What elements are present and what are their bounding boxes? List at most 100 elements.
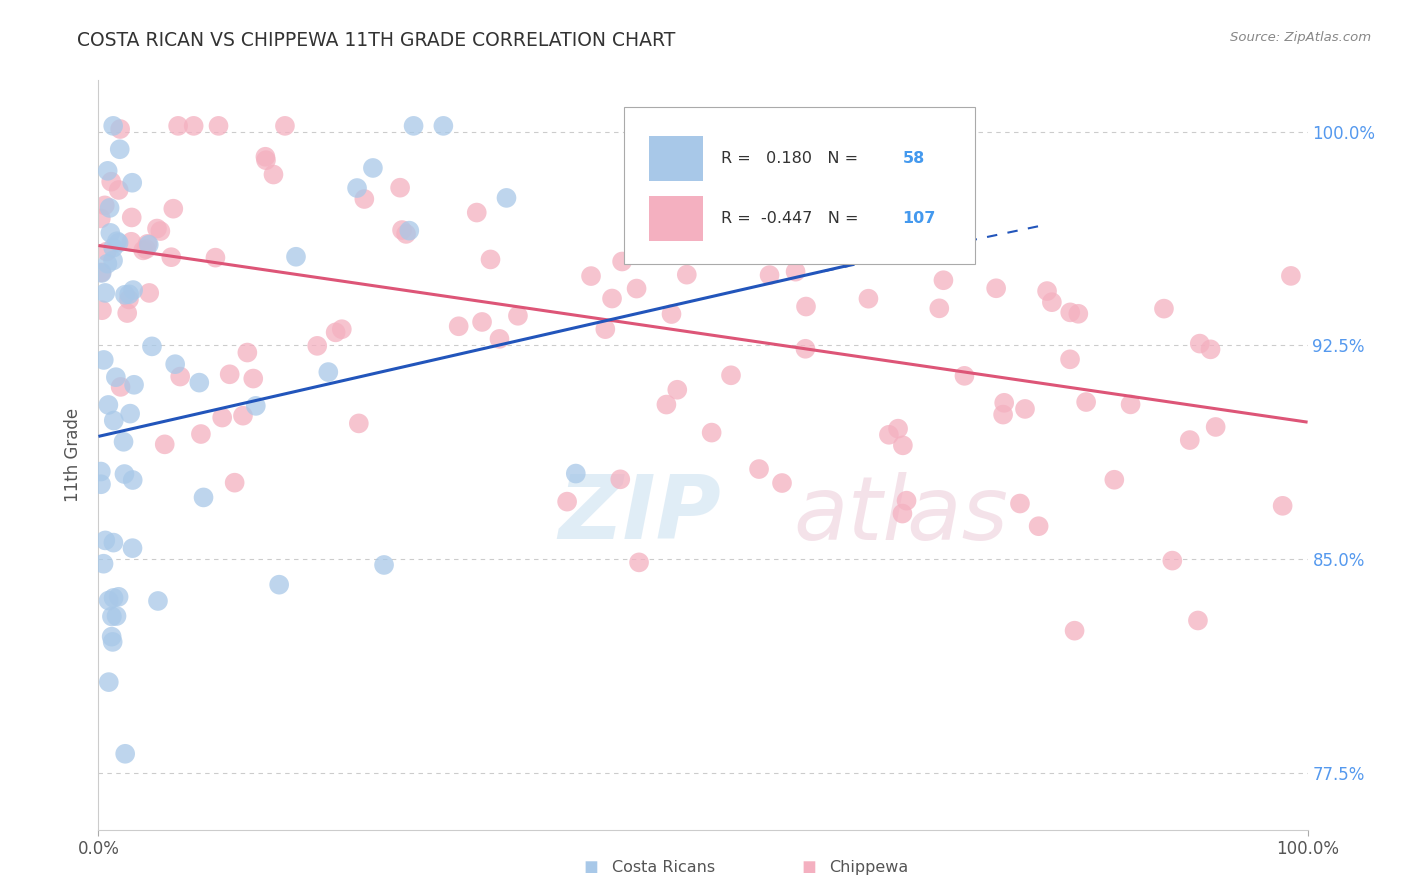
Point: [107, 183, 129, 197]
Bar: [648, 136, 703, 181]
Point: [218, 368, 240, 382]
Point: [108, 122, 131, 136]
Point: [120, 235, 142, 249]
Point: [891, 438, 914, 452]
Point: [94, 285, 117, 300]
Point: [565, 467, 588, 481]
Point: [254, 150, 277, 164]
Point: [114, 287, 136, 301]
Point: [100, 630, 122, 644]
Point: [121, 211, 143, 225]
Point: [90, 477, 112, 491]
Point: [887, 422, 910, 436]
Point: [391, 223, 413, 237]
Point: [96, 257, 118, 271]
Point: [626, 282, 648, 296]
Point: [402, 119, 425, 133]
Point: [928, 301, 950, 316]
Point: [100, 175, 122, 189]
Point: [748, 462, 770, 476]
Point: [121, 473, 143, 487]
Point: [107, 235, 129, 250]
Point: [211, 410, 233, 425]
Bar: [648, 196, 703, 242]
Point: [953, 368, 976, 383]
Point: [794, 342, 817, 356]
Point: [770, 476, 793, 491]
Point: [389, 180, 412, 194]
Point: [1036, 284, 1059, 298]
Point: [263, 168, 285, 182]
Point: [245, 399, 267, 413]
Point: [1188, 336, 1211, 351]
Point: [114, 467, 136, 481]
Point: [479, 252, 502, 267]
Text: COSTA RICAN VS CHIPPEWA 11TH GRADE CORRELATION CHART: COSTA RICAN VS CHIPPEWA 11TH GRADE CORRE…: [77, 31, 676, 50]
Point: [720, 368, 742, 383]
Point: [675, 268, 697, 282]
Point: [108, 142, 131, 156]
Point: [274, 119, 297, 133]
Point: [103, 591, 125, 605]
Point: [146, 594, 169, 608]
Text: ◼: ◼: [801, 858, 815, 876]
Text: 58: 58: [903, 152, 925, 167]
Point: [1178, 433, 1201, 447]
Point: [488, 332, 510, 346]
Point: [600, 292, 623, 306]
Point: [858, 292, 880, 306]
Text: ZIP: ZIP: [558, 471, 721, 558]
Point: [114, 747, 136, 761]
Point: [432, 119, 454, 133]
Text: atlas: atlas: [793, 472, 1008, 558]
Point: [224, 475, 246, 490]
Point: [98, 201, 121, 215]
Point: [595, 322, 617, 336]
Point: [993, 396, 1015, 410]
Point: [90, 265, 112, 279]
Point: [896, 493, 918, 508]
Point: [1161, 553, 1184, 567]
Point: [94, 533, 117, 548]
Point: [610, 254, 633, 268]
Point: [1059, 352, 1081, 367]
Point: [1199, 343, 1222, 357]
Y-axis label: 11th Grade: 11th Grade: [65, 408, 83, 502]
Point: [1059, 305, 1081, 319]
Point: [1063, 624, 1085, 638]
Point: [103, 241, 125, 255]
Point: [232, 409, 254, 423]
Point: [579, 269, 602, 284]
Point: [153, 437, 176, 451]
Point: [97, 164, 120, 178]
Point: [666, 383, 689, 397]
Point: [91, 303, 114, 318]
Point: [555, 494, 578, 508]
Point: [775, 241, 797, 255]
Point: [122, 283, 145, 297]
Point: [138, 285, 160, 300]
Point: [204, 251, 226, 265]
Point: [110, 380, 132, 394]
Point: [121, 176, 143, 190]
Point: [655, 398, 678, 412]
Point: [141, 339, 163, 353]
Point: [97, 675, 120, 690]
Point: [932, 273, 955, 287]
Point: [94, 198, 117, 212]
Point: [120, 407, 142, 421]
Point: [609, 472, 631, 486]
Point: [1279, 268, 1302, 283]
Point: [167, 119, 190, 133]
Point: [794, 300, 817, 314]
Point: [105, 234, 128, 248]
Point: [101, 609, 124, 624]
Point: [135, 242, 157, 256]
Text: Chippewa: Chippewa: [830, 860, 908, 874]
Point: [285, 250, 308, 264]
Point: [318, 365, 340, 379]
Point: [118, 293, 141, 307]
Point: [991, 408, 1014, 422]
Point: [1014, 401, 1036, 416]
Point: [149, 224, 172, 238]
